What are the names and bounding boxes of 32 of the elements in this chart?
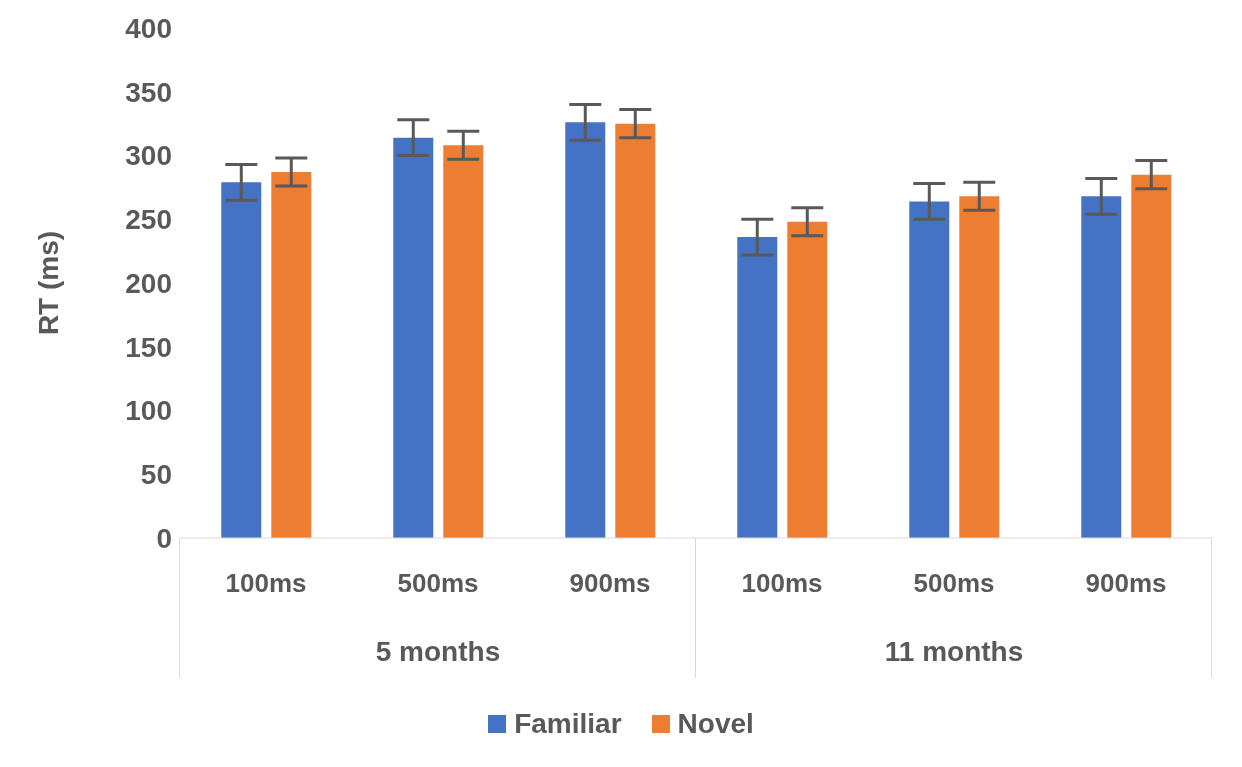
y-tick-label: 350 bbox=[125, 76, 172, 108]
x-tick-label: 100ms bbox=[741, 568, 823, 599]
y-tick-label: 300 bbox=[125, 140, 172, 172]
bar bbox=[1131, 174, 1172, 538]
y-tick-label: 0 bbox=[156, 522, 172, 554]
y-axis-title: RT (ms) bbox=[32, 230, 64, 336]
x-tick-label: 500ms bbox=[397, 568, 479, 599]
x-tick-label: 500ms bbox=[913, 568, 995, 599]
legend-label: Novel bbox=[677, 708, 754, 740]
x-tick-label: 100ms bbox=[225, 568, 307, 599]
y-tick-label: 100 bbox=[125, 395, 172, 427]
legend-label: Familiar bbox=[514, 708, 622, 740]
bar bbox=[909, 201, 950, 538]
bar bbox=[271, 172, 312, 538]
bar bbox=[959, 196, 1000, 538]
y-tick-label: 150 bbox=[125, 331, 172, 363]
text: 5 months bbox=[374, 636, 502, 668]
bar bbox=[443, 145, 484, 538]
y-tick-label: 250 bbox=[125, 204, 172, 236]
bar bbox=[737, 237, 778, 538]
bar bbox=[1081, 196, 1122, 538]
text: 11 months bbox=[883, 636, 1025, 668]
bar bbox=[615, 123, 656, 538]
y-tick-label: 400 bbox=[125, 12, 172, 44]
x-tick-label: 900ms bbox=[1085, 568, 1167, 599]
bar bbox=[565, 122, 606, 538]
y-tick-label: 200 bbox=[125, 267, 172, 299]
bar bbox=[787, 221, 828, 538]
bar bbox=[221, 182, 262, 538]
y-tick-label: 50 bbox=[140, 459, 172, 491]
x-tick-label: 900ms bbox=[569, 568, 651, 599]
bar bbox=[393, 137, 434, 538]
